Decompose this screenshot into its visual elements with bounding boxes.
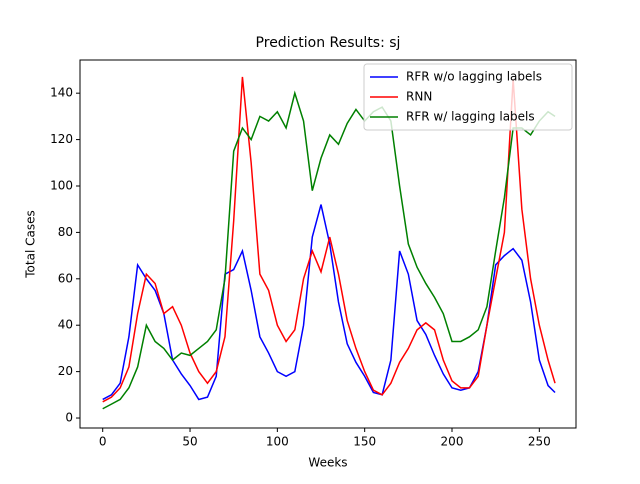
y-tick-label: 40 <box>58 318 73 332</box>
chart-title: Prediction Results: sj <box>256 35 401 51</box>
y-tick-label: 140 <box>50 86 73 100</box>
y-axis-label: Total Cases <box>24 210 38 278</box>
axes-frame <box>79 59 577 429</box>
x-tick-label: 150 <box>353 435 376 449</box>
y-tick-label: 20 <box>58 364 73 378</box>
x-tick-label: 250 <box>528 435 551 449</box>
y-tick-label: 120 <box>50 132 73 146</box>
x-tick-label: 100 <box>266 435 289 449</box>
x-tick-label: 50 <box>182 435 197 449</box>
y-tick-label: 100 <box>50 178 73 192</box>
legend-label: RNN <box>406 90 432 104</box>
y-tick-label: 0 <box>65 411 73 425</box>
x-tick-label: 0 <box>99 435 107 449</box>
x-tick-label: 200 <box>441 435 464 449</box>
data-line <box>102 76 556 403</box>
legend-label: RFR w/o lagging labels <box>406 70 542 84</box>
x-axis-label: Weeks <box>308 456 347 470</box>
legend-box <box>363 63 573 131</box>
y-tick-label: 60 <box>58 271 73 285</box>
y-tick-label: 80 <box>58 225 73 239</box>
legend-label: RFR w/ lagging labels <box>406 110 535 124</box>
data-line <box>102 90 556 410</box>
